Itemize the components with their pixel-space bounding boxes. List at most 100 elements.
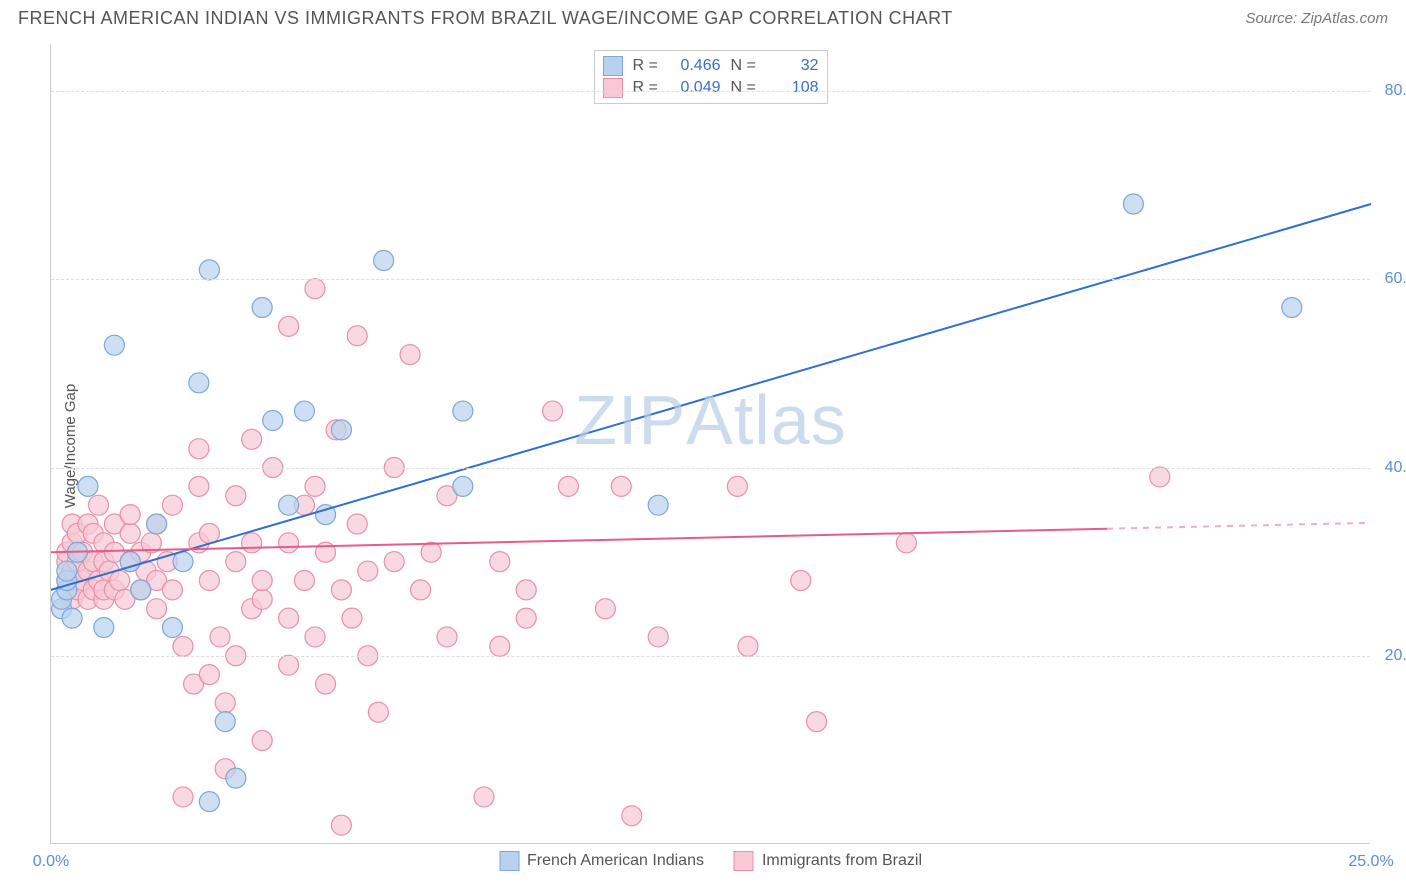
legend-N-value-1: 108 <box>769 79 819 97</box>
source-attribution: Source: ZipAtlas.com <box>1245 10 1388 27</box>
data-point <box>421 542 441 562</box>
data-point <box>384 552 404 572</box>
data-point <box>199 260 219 280</box>
data-point <box>622 806 642 826</box>
data-point <box>896 533 916 553</box>
legend-N-label-1: N = <box>731 79 759 97</box>
data-point <box>738 636 758 656</box>
data-point <box>252 298 272 318</box>
data-point <box>173 636 193 656</box>
data-point <box>189 476 209 496</box>
data-point <box>162 618 182 638</box>
data-point <box>294 401 314 421</box>
data-point <box>226 768 246 788</box>
data-point <box>279 608 299 628</box>
legend-swatch-0 <box>603 56 623 76</box>
data-point <box>78 476 98 496</box>
data-point <box>595 599 615 619</box>
data-point <box>226 552 246 572</box>
data-point <box>173 552 193 572</box>
legend-item-0: French American Indians <box>499 851 704 871</box>
legend-N-label-0: N = <box>731 57 759 75</box>
data-point <box>727 476 747 496</box>
data-point <box>648 495 668 515</box>
legend-series-name-1: Immigrants from Brazil <box>762 852 922 870</box>
data-point <box>57 561 77 581</box>
data-point <box>89 495 109 515</box>
y-tick-label: 60.0% <box>1385 270 1406 288</box>
gridline-h <box>51 91 1370 92</box>
x-tick-label: 0.0% <box>33 853 69 871</box>
scatter-plot-svg <box>51 44 1370 843</box>
data-point <box>305 279 325 299</box>
data-point <box>543 401 563 421</box>
data-point <box>331 580 351 600</box>
data-point <box>305 476 325 496</box>
data-point <box>131 580 151 600</box>
data-point <box>279 533 299 553</box>
data-point <box>368 702 388 722</box>
data-point <box>199 570 219 590</box>
data-point <box>94 618 114 638</box>
legend-item-1: Immigrants from Brazil <box>734 851 922 871</box>
data-point <box>437 627 457 647</box>
data-point <box>374 250 394 270</box>
data-point <box>279 316 299 336</box>
data-point <box>147 514 167 534</box>
legend-N-value-0: 32 <box>769 57 819 75</box>
data-point <box>648 627 668 647</box>
data-point <box>516 580 536 600</box>
legend-row-series-0: R = 0.466 N = 32 <box>603 55 819 77</box>
data-point <box>791 570 811 590</box>
data-point <box>226 486 246 506</box>
data-point <box>347 326 367 346</box>
data-point <box>400 345 420 365</box>
data-point <box>120 523 140 543</box>
gridline-h <box>51 468 1370 469</box>
data-point <box>162 580 182 600</box>
data-point <box>162 495 182 515</box>
data-point <box>453 476 473 496</box>
x-tick-label: 25.0% <box>1348 853 1393 871</box>
chart-plot-area: ZIPAtlas R = 0.466 N = 32 R = 0.049 N = … <box>50 44 1370 844</box>
data-point <box>252 730 272 750</box>
chart-title: FRENCH AMERICAN INDIAN VS IMMIGRANTS FRO… <box>18 8 953 29</box>
y-tick-label: 40.0% <box>1385 459 1406 477</box>
data-point <box>331 815 351 835</box>
data-point <box>358 561 378 581</box>
data-point <box>316 674 336 694</box>
series-legend: French American Indians Immigrants from … <box>499 851 922 871</box>
data-point <box>120 505 140 525</box>
data-point <box>110 570 130 590</box>
data-point <box>189 373 209 393</box>
data-point <box>199 665 219 685</box>
legend-row-series-1: R = 0.049 N = 108 <box>603 77 819 99</box>
data-point <box>279 655 299 675</box>
legend-R-label-0: R = <box>633 57 661 75</box>
data-point <box>347 514 367 534</box>
data-point <box>490 552 510 572</box>
data-point <box>242 429 262 449</box>
data-point <box>279 495 299 515</box>
data-point <box>215 693 235 713</box>
data-point <box>294 570 314 590</box>
data-point <box>1282 298 1302 318</box>
y-tick-label: 80.0% <box>1385 82 1406 100</box>
data-point <box>189 439 209 459</box>
data-point <box>147 599 167 619</box>
data-point <box>104 335 124 355</box>
trend-line-extrapolated <box>1107 523 1371 529</box>
data-point <box>516 608 536 628</box>
legend-bottom-swatch-1 <box>734 851 754 871</box>
y-tick-label: 20.0% <box>1385 647 1406 665</box>
data-point <box>252 589 272 609</box>
data-point <box>62 608 82 628</box>
legend-bottom-swatch-0 <box>499 851 519 871</box>
data-point <box>490 636 510 656</box>
data-point <box>331 420 351 440</box>
data-point <box>252 570 272 590</box>
legend-R-value-0: 0.466 <box>671 57 721 75</box>
data-point <box>1123 194 1143 214</box>
legend-R-label-1: R = <box>633 79 661 97</box>
data-point <box>411 580 431 600</box>
